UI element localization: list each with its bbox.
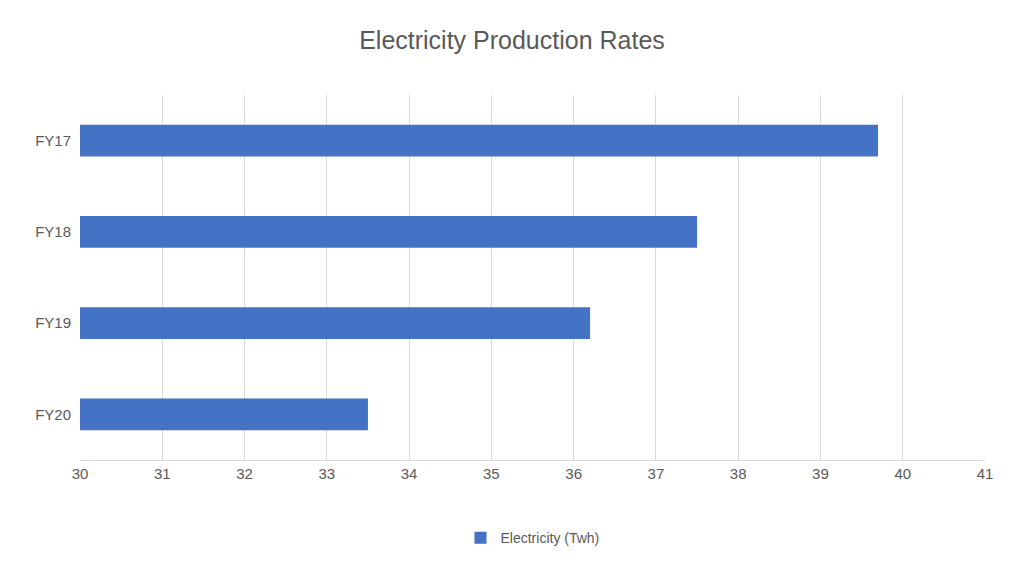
svg-text:Electricity Production Rates: Electricity Production Rates [359, 26, 665, 54]
svg-text:FY17: FY17 [35, 132, 71, 149]
svg-text:39: 39 [812, 465, 829, 482]
svg-text:38: 38 [730, 465, 747, 482]
svg-text:FY20: FY20 [35, 406, 71, 423]
svg-text:36: 36 [565, 465, 582, 482]
svg-text:35: 35 [483, 465, 500, 482]
svg-text:34: 34 [401, 465, 418, 482]
svg-text:31: 31 [154, 465, 171, 482]
svg-text:32: 32 [236, 465, 253, 482]
svg-text:Electricity (Twh): Electricity (Twh) [501, 530, 600, 546]
svg-text:30: 30 [72, 465, 89, 482]
svg-text:41: 41 [977, 465, 994, 482]
svg-text:33: 33 [318, 465, 335, 482]
svg-text:37: 37 [648, 465, 665, 482]
svg-text:FY18: FY18 [35, 223, 71, 240]
svg-text:40: 40 [894, 465, 911, 482]
svg-text:FY19: FY19 [35, 314, 71, 331]
